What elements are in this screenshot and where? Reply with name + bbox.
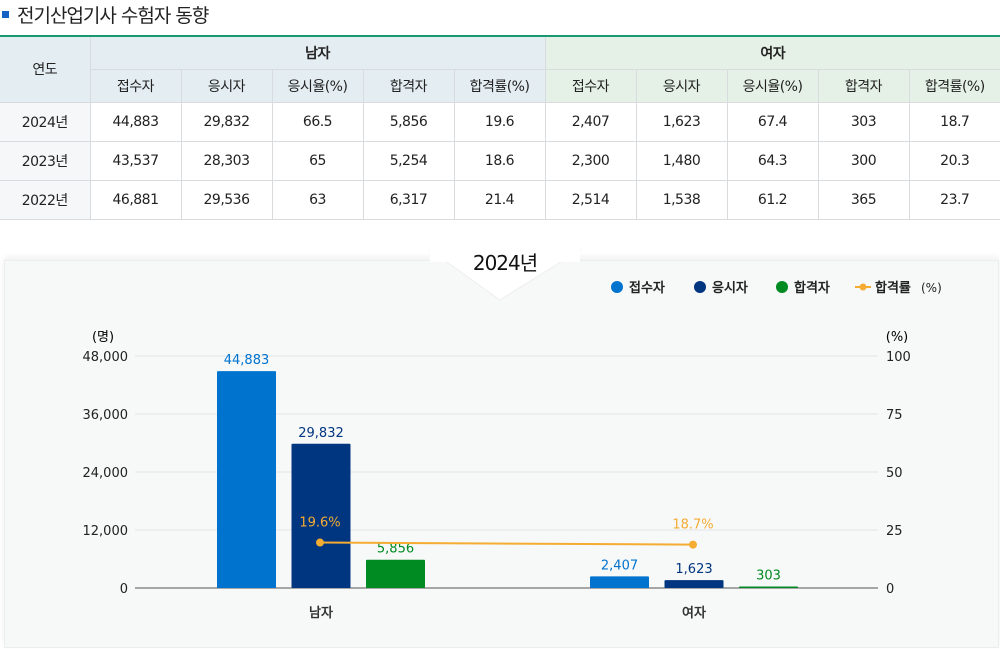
- chart-panel: [4, 260, 999, 648]
- bar-data-label: 5,856: [377, 542, 414, 557]
- y-left-label: (명): [92, 330, 114, 345]
- table-cell: 46,881: [89, 179, 182, 220]
- table-cell: 2,514: [544, 179, 637, 220]
- column-header: 접수자: [90, 68, 182, 103]
- y-right-tick-label: 50: [886, 466, 903, 481]
- y-left-tick-label: 0: [120, 582, 128, 597]
- line-point: [316, 538, 324, 547]
- table-cell: 21.4: [453, 179, 546, 220]
- header-year: 연도: [0, 35, 91, 103]
- table-row: 2023년 43,537 28,303 65 5,254 18.6 2,300 1,480 64…: [0, 140, 1000, 181]
- bar-data-label: 1,623: [675, 562, 712, 577]
- chart-title: 2024년: [473, 251, 537, 275]
- title-text: 전기산업기사 수험자 동향: [17, 4, 209, 27]
- title-tab-bg: [430, 240, 580, 262]
- line-data-label: 19.6%: [299, 516, 340, 531]
- legend-label: 합격자: [794, 280, 830, 296]
- bar-합격자: [366, 559, 425, 588]
- line-point: [689, 540, 697, 549]
- table-cell: 20.3: [908, 140, 1000, 181]
- table-cell: 65: [271, 140, 364, 181]
- bar-data-label: 2,407: [601, 558, 638, 573]
- year-cell: 2024년: [0, 101, 91, 142]
- bar-data-label: 29,832: [298, 426, 344, 441]
- bar-접수자: [590, 576, 649, 588]
- line-합격률: [319, 541, 694, 546]
- table-cell: 64.3: [726, 140, 819, 181]
- legend-marker: [611, 281, 623, 293]
- column-header: 응시율(%): [271, 68, 364, 103]
- column-header: 합격률(%): [908, 68, 1000, 103]
- y-right-label: (%): [886, 330, 909, 345]
- table-row: 2022년 46,881 29,536 63 6,317 21.4 2,514 1,538 61…: [0, 179, 1000, 220]
- bar-data-label: 303: [756, 569, 781, 584]
- legend-label: 응시자: [712, 281, 748, 296]
- header-female: 여자: [544, 35, 1000, 70]
- x-category-label: 남자: [309, 605, 333, 621]
- column-header: 합격자: [362, 68, 455, 103]
- table-cell: 6,317: [362, 179, 455, 220]
- legend-label: 접수자: [629, 280, 665, 296]
- header-male: 남자: [89, 35, 546, 70]
- table-cell: 1,538: [635, 179, 728, 220]
- legend-marker: [859, 283, 867, 291]
- table-cell: 23.7: [908, 179, 1000, 220]
- line-data-label: 18.7%: [672, 518, 713, 533]
- bar-합격자: [739, 586, 798, 588]
- y-left-tick-label: 24,000: [83, 466, 129, 481]
- table-cell: 44,883: [89, 101, 182, 142]
- table-cell: 2,407: [544, 101, 637, 142]
- table-cell: 300: [817, 140, 910, 181]
- table-cell: 63: [271, 179, 364, 220]
- table-cell: 365: [817, 179, 910, 220]
- bullet-square-icon: [2, 10, 9, 18]
- bar-응시자: [664, 580, 724, 588]
- legend-marker: [694, 281, 706, 293]
- legend-suffix: (%): [921, 281, 942, 295]
- column-header: 응시자: [180, 68, 273, 103]
- table-cell: 28,303: [180, 140, 273, 181]
- table-row: 2024년 44,883 29,832 66.5 5,856 19.6 2,407 1,623…: [0, 101, 1000, 142]
- y-left-tick-label: 36,000: [83, 408, 129, 423]
- x-category-label: 여자: [682, 605, 706, 621]
- page-title: 전기산업기사 수험자 동향: [0, 0, 209, 28]
- column-header: 응시자: [635, 68, 728, 103]
- y-right-tick-label: 0: [886, 582, 894, 597]
- y-right-tick-label: 100: [886, 350, 911, 365]
- legend-marker: [776, 281, 788, 293]
- y-right-tick-label: 75: [886, 408, 903, 423]
- legend-label: 합격률: [875, 280, 911, 296]
- y-left-tick-label: 48,000: [83, 350, 129, 365]
- bar-data-label: 44,883: [224, 353, 270, 368]
- column-header: 합격자: [817, 68, 910, 103]
- table-cell: 1,480: [635, 140, 728, 181]
- exam-stats-table: 연도 남자 여자 접수자 응시자 응시율(%) 합격자 합격률(%) 접수자 응시자 응시율(…: [0, 35, 1000, 220]
- bar-응시자: [291, 443, 351, 588]
- table-cell: 61.2: [726, 179, 819, 220]
- y-right-tick-label: 25: [886, 524, 903, 539]
- year-cell: 2022년: [0, 179, 91, 220]
- bar-접수자: [217, 371, 276, 588]
- table-cell: 18.7: [908, 101, 1000, 142]
- table-cell: 66.5: [271, 101, 364, 142]
- table-cell: 5,856: [362, 101, 455, 142]
- table-cell: 29,832: [180, 101, 273, 142]
- y-left-tick-label: 12,000: [83, 524, 129, 539]
